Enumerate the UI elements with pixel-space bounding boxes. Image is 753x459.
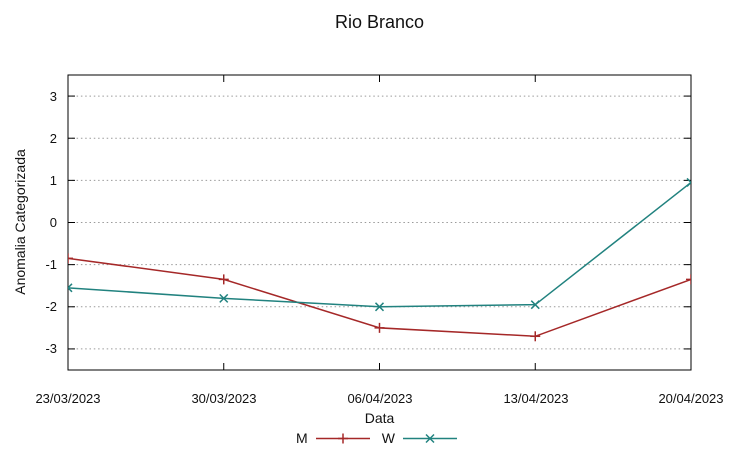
y-tick-label-m1: -1	[45, 257, 57, 272]
series-W	[68, 177, 691, 312]
legend-sample-cross-icon	[402, 433, 457, 443]
x-tick-label-4: 13/04/2023	[503, 391, 569, 406]
y-tick-label-1: 1	[49, 173, 57, 188]
legend-item-W: W	[382, 430, 457, 446]
legend-sample-plus-icon	[315, 433, 370, 443]
plot-frame	[67, 74, 692, 371]
y-tick-label-2: 2	[49, 131, 57, 146]
y-tick-label-3: 3	[49, 89, 57, 104]
x-tick-label-5: 20/04/2023	[658, 391, 724, 406]
y-tick-label-0: 0	[49, 215, 57, 230]
legend-item-M: M	[296, 430, 370, 446]
y-tick-label-m2: -2	[45, 299, 57, 314]
legend-label-W: W	[381, 430, 395, 446]
y-tick-label-m3: -3	[45, 341, 57, 356]
series-M	[68, 253, 691, 342]
legend-label-M: M	[296, 430, 308, 446]
x-tick-label-3: 06/04/2023	[347, 391, 413, 406]
x-tick-label-1: 23/03/2023	[35, 391, 101, 406]
chart-title: Rio Branco	[334, 12, 425, 32]
x-tick-label-2: 30/03/2023	[191, 391, 257, 406]
gridlines	[68, 95, 691, 350]
x-axis-label: Data	[364, 410, 395, 426]
